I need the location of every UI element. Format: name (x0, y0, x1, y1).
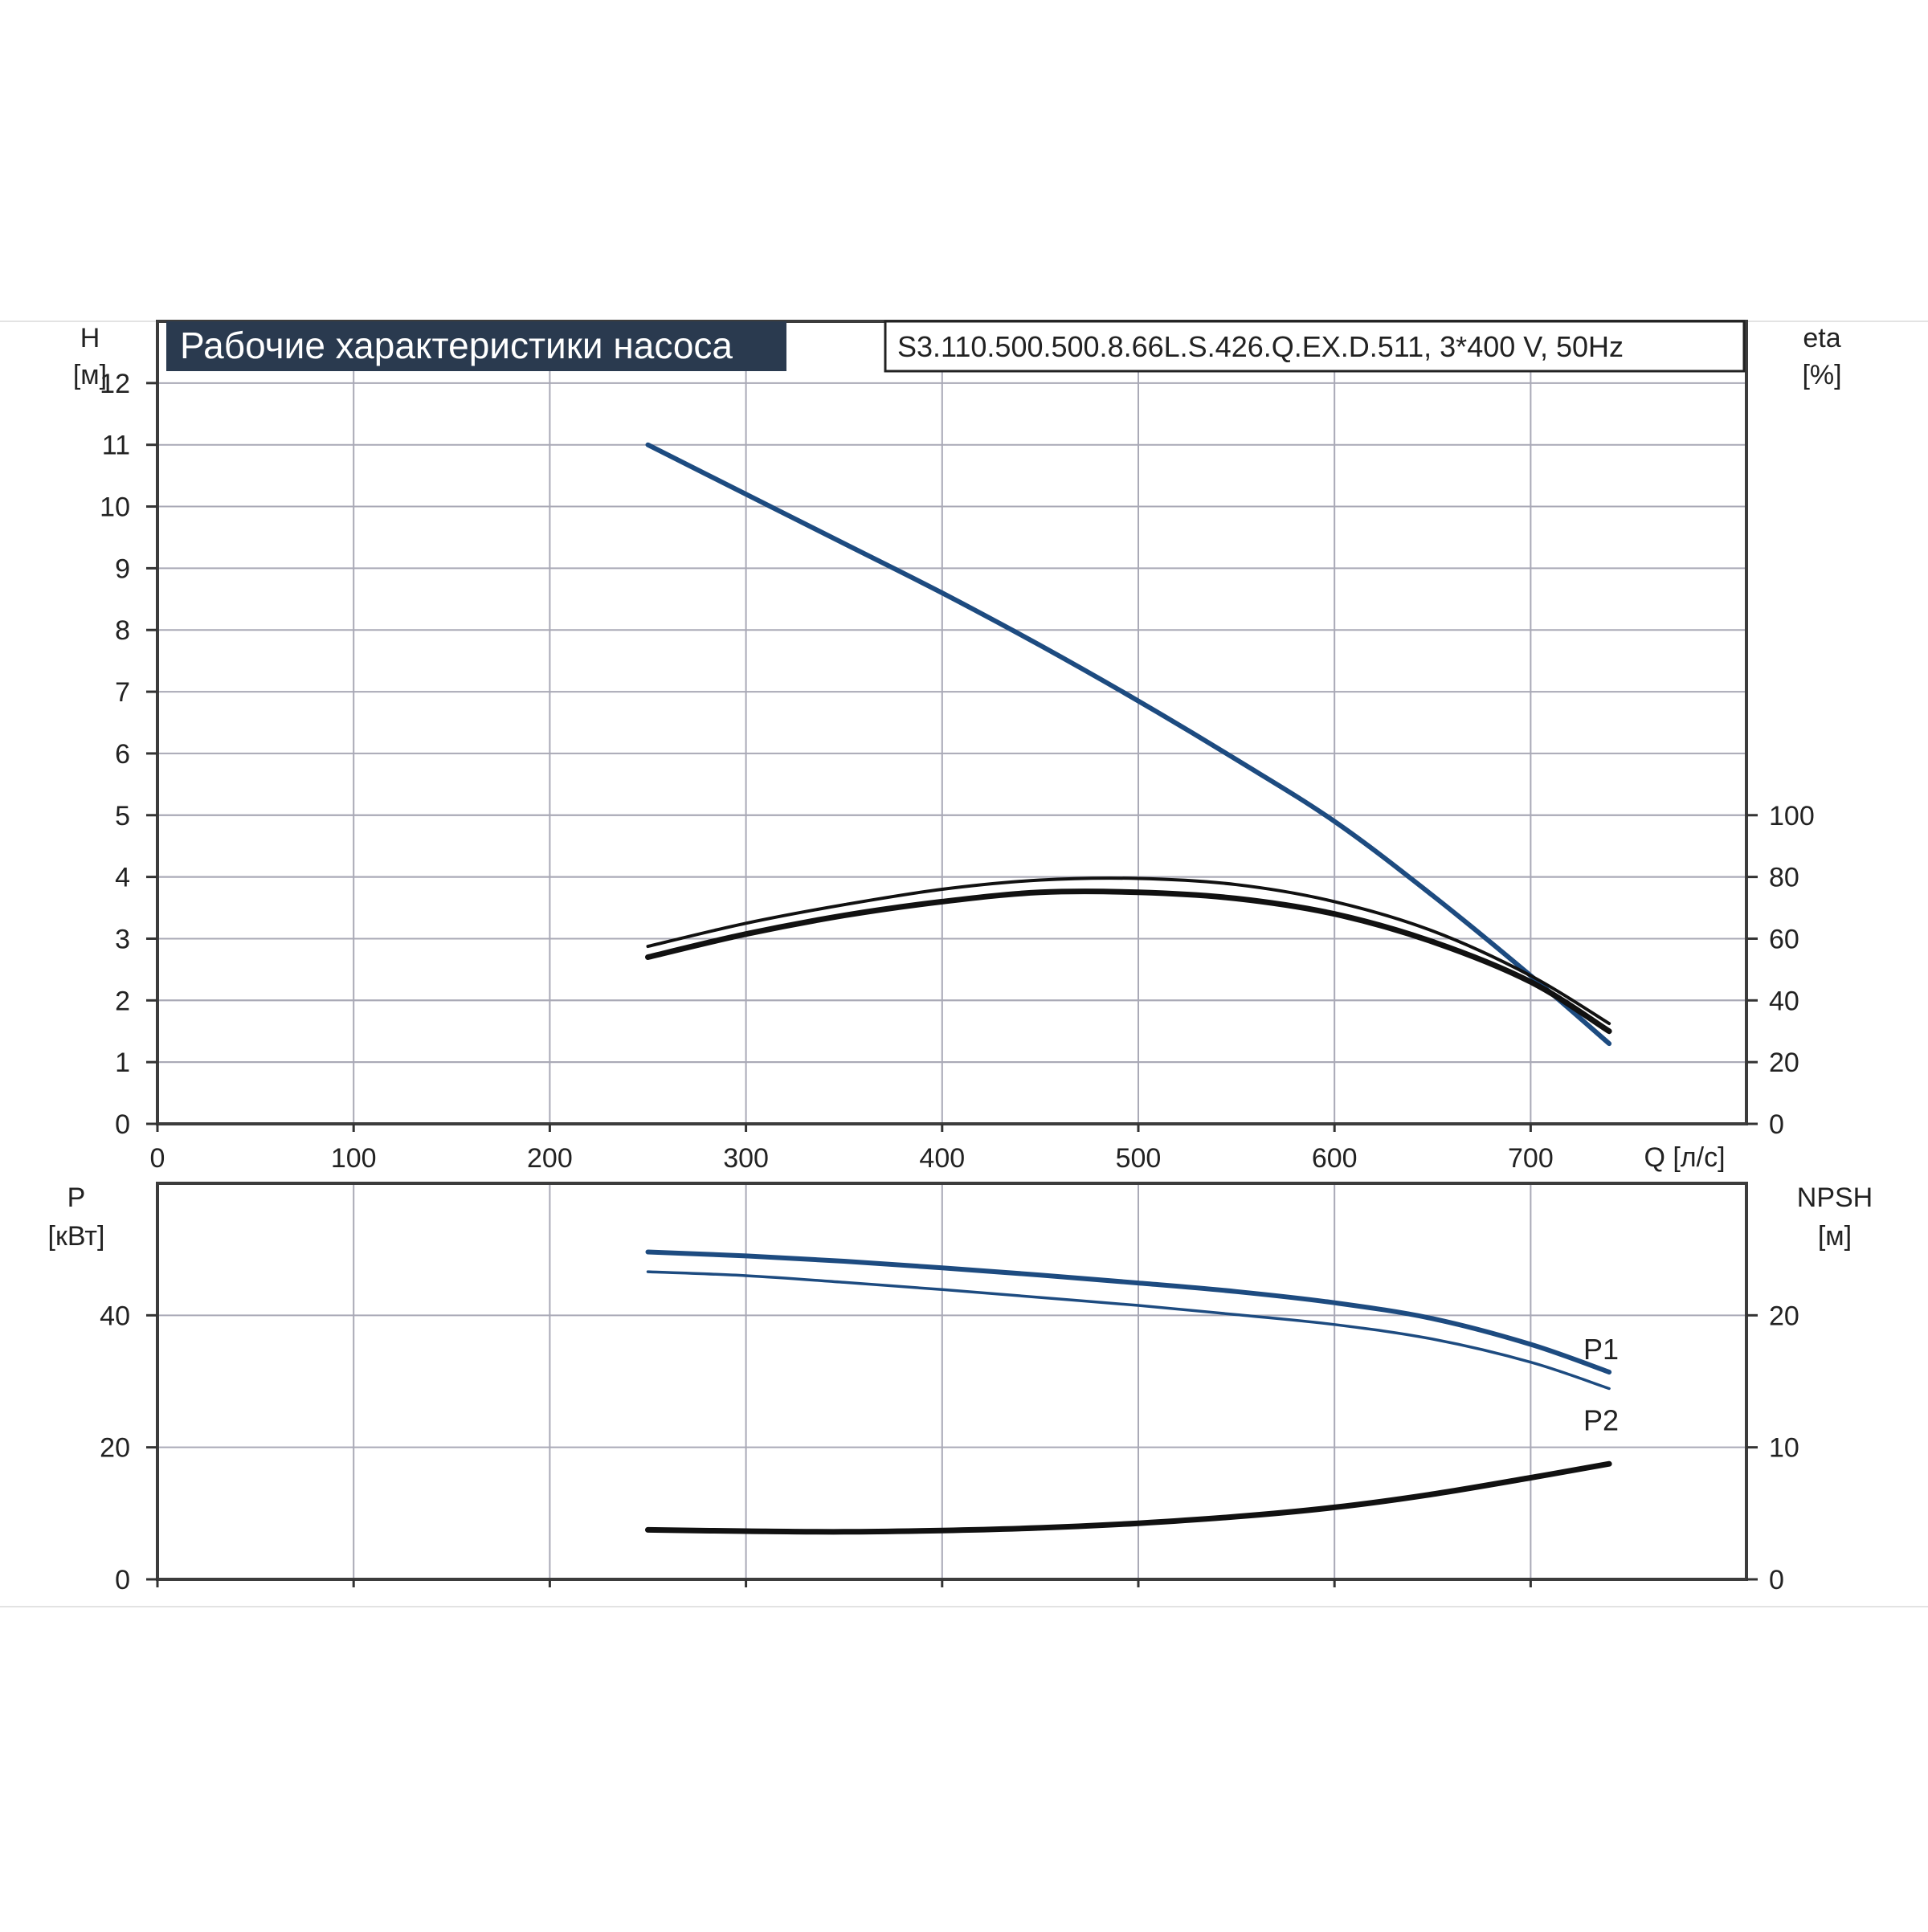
curve-P2 (646, 1270, 1611, 1391)
y-right-unit-bottom: [м] (1818, 1221, 1852, 1252)
y-right-tick-label: 0 (1769, 1565, 1784, 1595)
y-left-tick-label: 3 (115, 924, 130, 954)
model-box (884, 320, 1746, 373)
y-left-title-top: H (80, 323, 100, 353)
y-left-tick-label: 40 (100, 1301, 130, 1331)
x-tick-label: 200 (527, 1143, 573, 1174)
x-tick-label: 0 (150, 1143, 165, 1174)
y-right-tick-label: 40 (1769, 986, 1799, 1016)
curve-npsh (645, 1460, 1612, 1535)
series-label-P2: P2 (1583, 1404, 1619, 1437)
y-right-unit-top: [%] (1802, 360, 1841, 390)
y-left-tick-label: 4 (115, 863, 130, 893)
top-panel-curves (645, 442, 1612, 1047)
bottom-panel-frame (156, 1182, 1748, 1581)
y-left-tick-label: 0 (115, 1565, 130, 1595)
chart-title-background (166, 321, 786, 371)
curve-P1 (645, 1249, 1612, 1374)
top-panel-grid (157, 321, 1746, 1124)
y-left-tick-label: 9 (115, 553, 130, 584)
x-tick-label: 700 (1508, 1143, 1554, 1174)
y-left-tick-label: 12 (100, 369, 130, 399)
y-left-unit-top: [м] (73, 360, 107, 390)
bottom-panel-curves: P1 P2 (645, 1249, 1619, 1535)
curve-head (645, 442, 1612, 1047)
y-left-title-bottom: P (67, 1182, 86, 1213)
y-left-tick-label: 8 (115, 615, 130, 646)
y-right-tick-label: 20 (1769, 1048, 1799, 1078)
x-tick-label: 300 (723, 1143, 769, 1174)
chart-title: Рабочие характеристики насоса (180, 325, 733, 366)
y-left-tick-label: 10 (100, 492, 130, 523)
y-right-tick-label: 20 (1769, 1301, 1799, 1331)
y-left-tick-label: 6 (115, 739, 130, 770)
top-panel-frame (156, 320, 1748, 1125)
x-tick-label: 500 (1116, 1143, 1162, 1174)
bottom-panel-grid (157, 1183, 1746, 1579)
curve-eta_lower (645, 888, 1612, 1035)
y-left-unit-bottom: [кВт] (48, 1221, 105, 1252)
y-right-tick-label: 60 (1769, 924, 1799, 954)
series-label-P1: P1 (1583, 1333, 1619, 1366)
y-left-tick-label: 20 (100, 1433, 130, 1464)
y-left-tick-label: 7 (115, 677, 130, 708)
curve-eta_upper (646, 876, 1611, 1026)
y-left-tick-label: 5 (115, 801, 130, 831)
y-right-title-top: eta (1803, 323, 1840, 353)
x-tick-label: 400 (919, 1143, 965, 1174)
y-left-tick-label: 0 (115, 1109, 130, 1140)
y-right-tick-label: 0 (1769, 1109, 1784, 1140)
y-left-tick-label: 2 (115, 986, 130, 1016)
bottom-panel-ticks: 0 20 40 0 10 20 (100, 1301, 1799, 1595)
x-tick-label: 100 (331, 1143, 377, 1174)
y-right-title-bottom: NPSH (1797, 1182, 1873, 1213)
chart-subtitle: S3.110.500.500.8.66L.S.426.Q.EX.D.511, 3… (897, 330, 1624, 363)
y-right-tick-label: 80 (1769, 863, 1799, 893)
y-right-tick-label: 10 (1769, 1433, 1799, 1464)
y-left-tick-label: 1 (115, 1048, 130, 1078)
x-tick-label: 600 (1312, 1143, 1358, 1174)
y-right-tick-label: 100 (1769, 801, 1815, 831)
x-axis-title: Q [л/с] (1644, 1142, 1725, 1173)
y-left-tick-label: 11 (102, 431, 130, 461)
